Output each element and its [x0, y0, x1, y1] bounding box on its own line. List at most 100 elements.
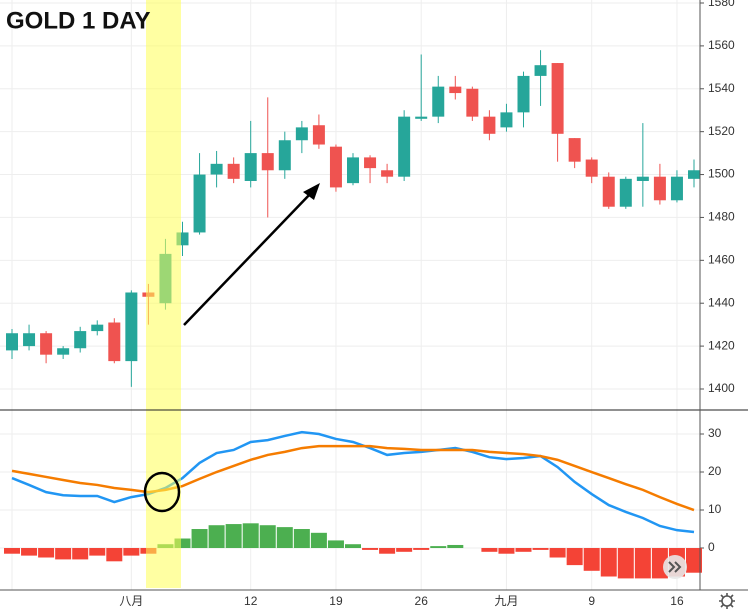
x-tick-label: 12 [244, 594, 258, 608]
candle-body [6, 333, 18, 351]
candle-body [210, 163, 223, 175]
scroll-icon [668, 561, 682, 573]
histogram-bar [379, 548, 396, 554]
candle-body [483, 116, 496, 134]
arrow-head [303, 183, 320, 200]
candle-body [295, 127, 308, 141]
histogram-bar [686, 548, 702, 573]
candle-body [619, 178, 632, 207]
candle-body [670, 176, 683, 201]
candle-body [40, 333, 53, 355]
candle-body [432, 86, 445, 117]
x-tick-label: 19 [329, 594, 343, 608]
y-tick-label: 0 [708, 540, 715, 554]
y-tick-label: 20 [708, 464, 722, 478]
y-tick-label: 1480 [708, 210, 735, 224]
candle-body [381, 170, 394, 177]
candle-body [278, 140, 291, 171]
histogram-bar [72, 548, 89, 560]
histogram-bar [617, 548, 634, 579]
candle-body [517, 75, 530, 113]
candle-body [227, 163, 240, 179]
histogram-bar [208, 525, 225, 549]
y-tick-label: 1540 [708, 81, 735, 95]
histogram-bar [276, 527, 293, 549]
candle-body [329, 146, 342, 188]
x-tick-label: 9 [588, 594, 595, 608]
histogram-bar [583, 548, 600, 571]
candle-body [500, 112, 513, 128]
histogram-bar [481, 548, 498, 552]
histogram-bar [345, 544, 361, 549]
histogram-bar [396, 548, 413, 552]
candle-body [551, 63, 564, 134]
histogram-bar [600, 548, 617, 577]
y-tick-label: 1460 [708, 252, 735, 266]
histogram-bar [413, 548, 430, 550]
histogram-bar [532, 548, 549, 550]
candle-body [261, 153, 274, 171]
candle-body [108, 322, 121, 362]
candle-body [568, 138, 581, 162]
circle-annotation [143, 471, 181, 513]
histogram-bar [293, 529, 310, 549]
y-tick-label: 1400 [708, 381, 735, 395]
candle-body [57, 348, 70, 355]
histogram-bar [327, 540, 344, 549]
histogram-bar [38, 548, 55, 558]
histogram-bar [225, 524, 242, 549]
candle-body [125, 292, 138, 362]
y-tick-label: 1500 [708, 167, 735, 181]
x-tick-label: 九月 [494, 594, 518, 608]
arrow [183, 191, 313, 326]
histogram-bar [55, 548, 72, 560]
candle-body [347, 157, 359, 184]
histogram-bar [430, 546, 447, 549]
candle-body [688, 170, 700, 179]
candle-body [91, 324, 104, 332]
candle-body [312, 125, 325, 145]
settings-spokes [719, 593, 735, 609]
histogram-bar [21, 548, 38, 556]
y-tick-label: 10 [708, 502, 722, 516]
settings-button[interactable] [719, 593, 735, 609]
candle-body [244, 153, 257, 181]
histogram-bar [89, 548, 106, 556]
highlight [146, 0, 181, 588]
histogram-bar [123, 548, 140, 556]
candle-body [193, 174, 206, 233]
settings-icon[interactable] [721, 595, 733, 607]
histogram-bar [566, 548, 583, 566]
grid-layer: 1400 1420 1440 1460 1480 1500 1520 1540 1560 1580… [0, 0, 735, 608]
histogram-bar [634, 548, 651, 579]
histogram-bar [191, 529, 208, 549]
y-tick-label: 30 [708, 426, 722, 440]
scroll-button[interactable] [663, 555, 687, 579]
x-tick-label: 16 [670, 594, 684, 608]
candle-body [534, 65, 547, 76]
histogram-bar [362, 548, 379, 550]
y-tick-label: 1440 [708, 295, 735, 309]
y-tick-label: 1580 [708, 0, 735, 9]
indicator-line [11, 430, 695, 534]
histogram-bar [549, 548, 566, 558]
marks-layer [4, 50, 702, 579]
candle-body [449, 86, 462, 94]
histogram-bar [310, 532, 327, 549]
y-tick-label: 1420 [708, 338, 735, 352]
candle-body [415, 116, 428, 119]
x-tick-label: 26 [415, 594, 429, 608]
chart-title: GOLD 1 DAY [6, 7, 150, 34]
histogram-bar [498, 548, 515, 554]
candle-body [585, 159, 598, 177]
candle-body [653, 176, 666, 201]
histogram-bar [447, 544, 464, 549]
y-tick-label: 1560 [708, 38, 735, 52]
candle-body [398, 116, 411, 177]
x-tick-label: 八月 [119, 594, 143, 608]
histogram-bar [242, 523, 259, 549]
candle-body [636, 176, 649, 181]
candle-body [364, 157, 377, 169]
histogram-bar [259, 525, 276, 549]
